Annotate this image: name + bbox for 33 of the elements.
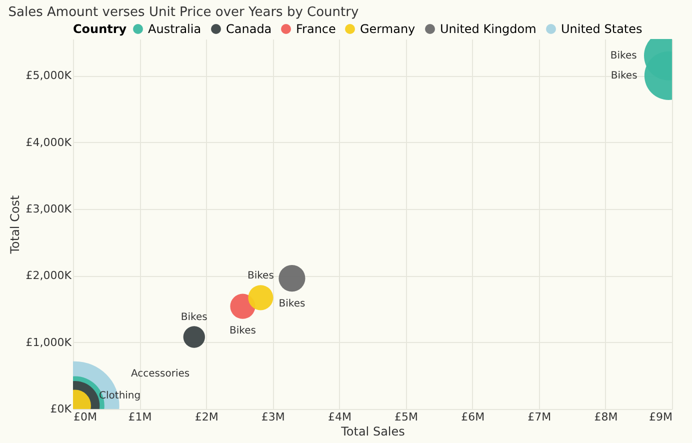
legend-label: United States: [561, 22, 642, 36]
legend-label: Germany: [360, 22, 416, 36]
legend-label: United Kingdom: [440, 22, 536, 36]
x-tick-label: £8M: [594, 410, 618, 424]
x-tick-label: £3M: [261, 410, 285, 424]
data-label: Bikes: [180, 312, 208, 323]
chart-title: Sales Amount verses Unit Price over Years by Country: [8, 5, 359, 20]
y-tick-label: £1,000K: [26, 336, 72, 349]
x-tick-label: £5M: [394, 410, 418, 424]
x-tick-label: £4M: [328, 410, 352, 424]
y-axis-title: Total Cost: [8, 194, 22, 255]
x-tick-label: £1M: [128, 410, 152, 424]
y-tick-label: £4,000K: [26, 136, 72, 149]
x-tick-label: £2M: [194, 410, 218, 424]
x-tick-label: £7M: [528, 410, 552, 424]
data-label: Bikes: [278, 298, 306, 310]
legend-title: Country: [73, 22, 127, 36]
legend-label: Australia: [148, 22, 202, 36]
x-tick-label: £0M: [74, 410, 97, 424]
y-tick-label: £0K: [50, 402, 72, 416]
legend-label: France: [296, 22, 336, 36]
data-label: Accessories: [130, 368, 190, 380]
data-label: Bikes: [610, 70, 638, 82]
data-label: Bikes: [610, 50, 637, 62]
data-label: Bikes: [230, 325, 256, 336]
x-tick-label: £9M: [649, 410, 672, 424]
y-tick-label: £3,000K: [26, 202, 72, 216]
y-tick-label: £2,000K: [26, 269, 72, 282]
x-axis-title: Total Sales: [340, 424, 405, 438]
data-label: Bikes: [247, 270, 274, 282]
legend-label: Canada: [226, 22, 272, 36]
x-tick-label: £6M: [461, 410, 485, 424]
y-tick-label: £5,000K: [26, 69, 72, 82]
